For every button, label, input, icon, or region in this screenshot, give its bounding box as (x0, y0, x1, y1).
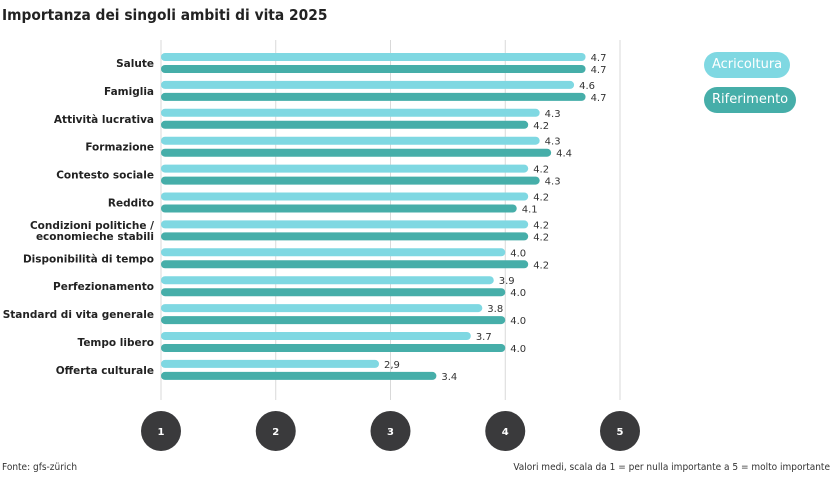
data-label: 4.3 (545, 177, 561, 188)
data-label: 4.2 (533, 165, 549, 176)
data-label: 4.7 (591, 65, 607, 76)
bar-riferimento (161, 344, 506, 352)
bar-acricoltura (161, 304, 483, 313)
bar-riferimento (161, 204, 517, 213)
data-label: 4.7 (591, 53, 607, 64)
data-label: 4.2 (533, 220, 549, 231)
category-label: Formazione (85, 142, 154, 154)
data-label: 3.4 (441, 372, 457, 383)
category-label: Reddito (108, 198, 154, 210)
data-label: 4.3 (545, 137, 561, 148)
data-label: 4.4 (556, 149, 572, 160)
scale-note: Valori medi, scala da 1 = per nulla impo… (513, 462, 830, 473)
data-label: 3.9 (499, 276, 515, 287)
data-label: 4.6 (579, 81, 595, 92)
tick-label: 2 (272, 427, 279, 438)
tick-label: 1 (158, 427, 165, 438)
data-label: 4.7 (591, 93, 607, 104)
bar-acricoltura (161, 248, 506, 257)
tick-label: 5 (617, 427, 624, 438)
category-label: Disponibilità di tempo (23, 253, 154, 265)
data-label: 4.0 (510, 248, 526, 259)
bar-acricoltura (161, 220, 529, 229)
data-label: 4.2 (533, 232, 549, 243)
category-label: Perfezionamento (53, 281, 154, 293)
category-label: Famiglia (104, 86, 154, 98)
bar-acricoltura (161, 276, 494, 285)
tick-circle (485, 411, 526, 451)
bar-acricoltura (161, 359, 380, 368)
tick-circle (141, 411, 181, 451)
tick-label: 3 (387, 427, 394, 438)
legend-riferimento: Riferimento (704, 87, 797, 113)
category-label: Attività lucrativa (54, 114, 154, 126)
category-label: Standard di vita generale (3, 309, 154, 321)
data-label: 3.8 (487, 304, 503, 315)
data-label: 4.0 (510, 316, 526, 327)
source-note: Fonte: gfs-zürich (2, 462, 78, 473)
data-label: 3.7 (476, 332, 492, 343)
bar-riferimento (161, 232, 529, 241)
bar-riferimento (161, 120, 529, 129)
bar-acricoltura (161, 332, 471, 340)
tick-label: 4 (502, 427, 509, 438)
bar-acricoltura (161, 80, 575, 89)
data-label: 2,9 (384, 360, 400, 371)
data-label: 4.0 (510, 288, 526, 299)
category-label: Condizioni politiche / (30, 220, 154, 232)
legend-acricoltura: Acricoltura (704, 52, 791, 78)
bar-riferimento (161, 316, 506, 325)
tick-circle (255, 411, 296, 451)
bar-acricoltura (161, 136, 540, 145)
category-label: Offerta culturale (56, 365, 154, 377)
data-label: 4.0 (510, 344, 526, 355)
data-label: 4.1 (522, 205, 538, 216)
bar-riferimento (161, 371, 437, 380)
data-label: 4.2 (533, 193, 549, 204)
category-label: economieche stabili (36, 231, 154, 243)
bar-riferimento (161, 176, 540, 185)
bar-acricoltura (161, 108, 540, 117)
tick-circle (370, 411, 411, 451)
data-label: 4.2 (533, 121, 549, 132)
chart-title: Importanza dei singoli ambiti di vita 20… (2, 6, 328, 24)
bar-riferimento (161, 92, 586, 101)
data-label: 4.3 (545, 109, 561, 120)
category-label: Tempo libero (78, 337, 154, 349)
bar-acricoltura (161, 53, 586, 61)
tick-circle (600, 411, 640, 451)
bar-riferimento (161, 148, 552, 157)
category-label: Contesto sociale (56, 170, 154, 182)
bar-riferimento (161, 260, 529, 269)
bar-riferimento (161, 288, 506, 297)
category-label: Salute (116, 58, 154, 70)
bar-acricoltura (161, 192, 529, 201)
bar-riferimento (161, 65, 586, 73)
data-label: 4.2 (533, 260, 549, 271)
bar-acricoltura (161, 164, 529, 173)
